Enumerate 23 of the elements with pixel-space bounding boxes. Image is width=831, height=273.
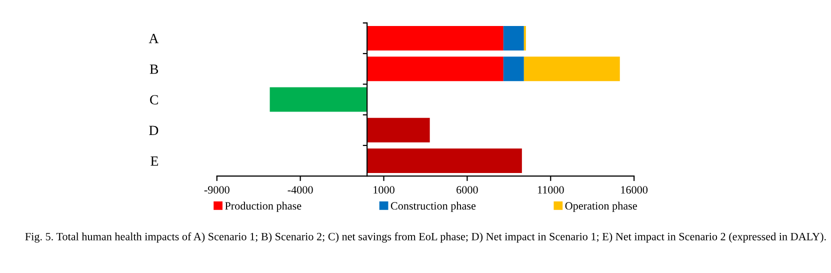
x-tick-label: 1000 bbox=[374, 186, 394, 194]
x-tick-label: 6000 bbox=[456, 186, 478, 194]
bar bbox=[367, 118, 430, 142]
bar bbox=[367, 56, 504, 82]
legend-label: Operation phase bbox=[565, 202, 637, 212]
x-tick-label: 11000 bbox=[538, 186, 564, 194]
legend-label: Production phase bbox=[225, 202, 302, 212]
bar bbox=[367, 26, 504, 50]
y-tick-label: D bbox=[149, 126, 158, 135]
bar bbox=[503, 56, 524, 82]
y-tick-label: A bbox=[148, 34, 159, 44]
y-tick-label: C bbox=[150, 95, 158, 104]
x-tick-label: -4000 bbox=[288, 186, 313, 194]
caption: Fig. 5. Total human health impacts of A) Scenario 1; B) Scenario 2; C) net savings from EoL phase; D) Net impact in Scenario 1; E) Net impact in Scenario 2 (expressed in DALY). bbox=[25, 232, 826, 243]
bar bbox=[503, 26, 524, 50]
bar bbox=[524, 56, 620, 82]
x-tick-label: -9000 bbox=[204, 186, 230, 194]
y-tick-label: E bbox=[150, 156, 158, 166]
legend-label: Construction phase bbox=[390, 202, 476, 212]
y-tick-label: B bbox=[150, 64, 158, 74]
x-tick-label: 16000 bbox=[621, 186, 648, 194]
bar bbox=[270, 87, 368, 112]
bar bbox=[367, 148, 522, 174]
